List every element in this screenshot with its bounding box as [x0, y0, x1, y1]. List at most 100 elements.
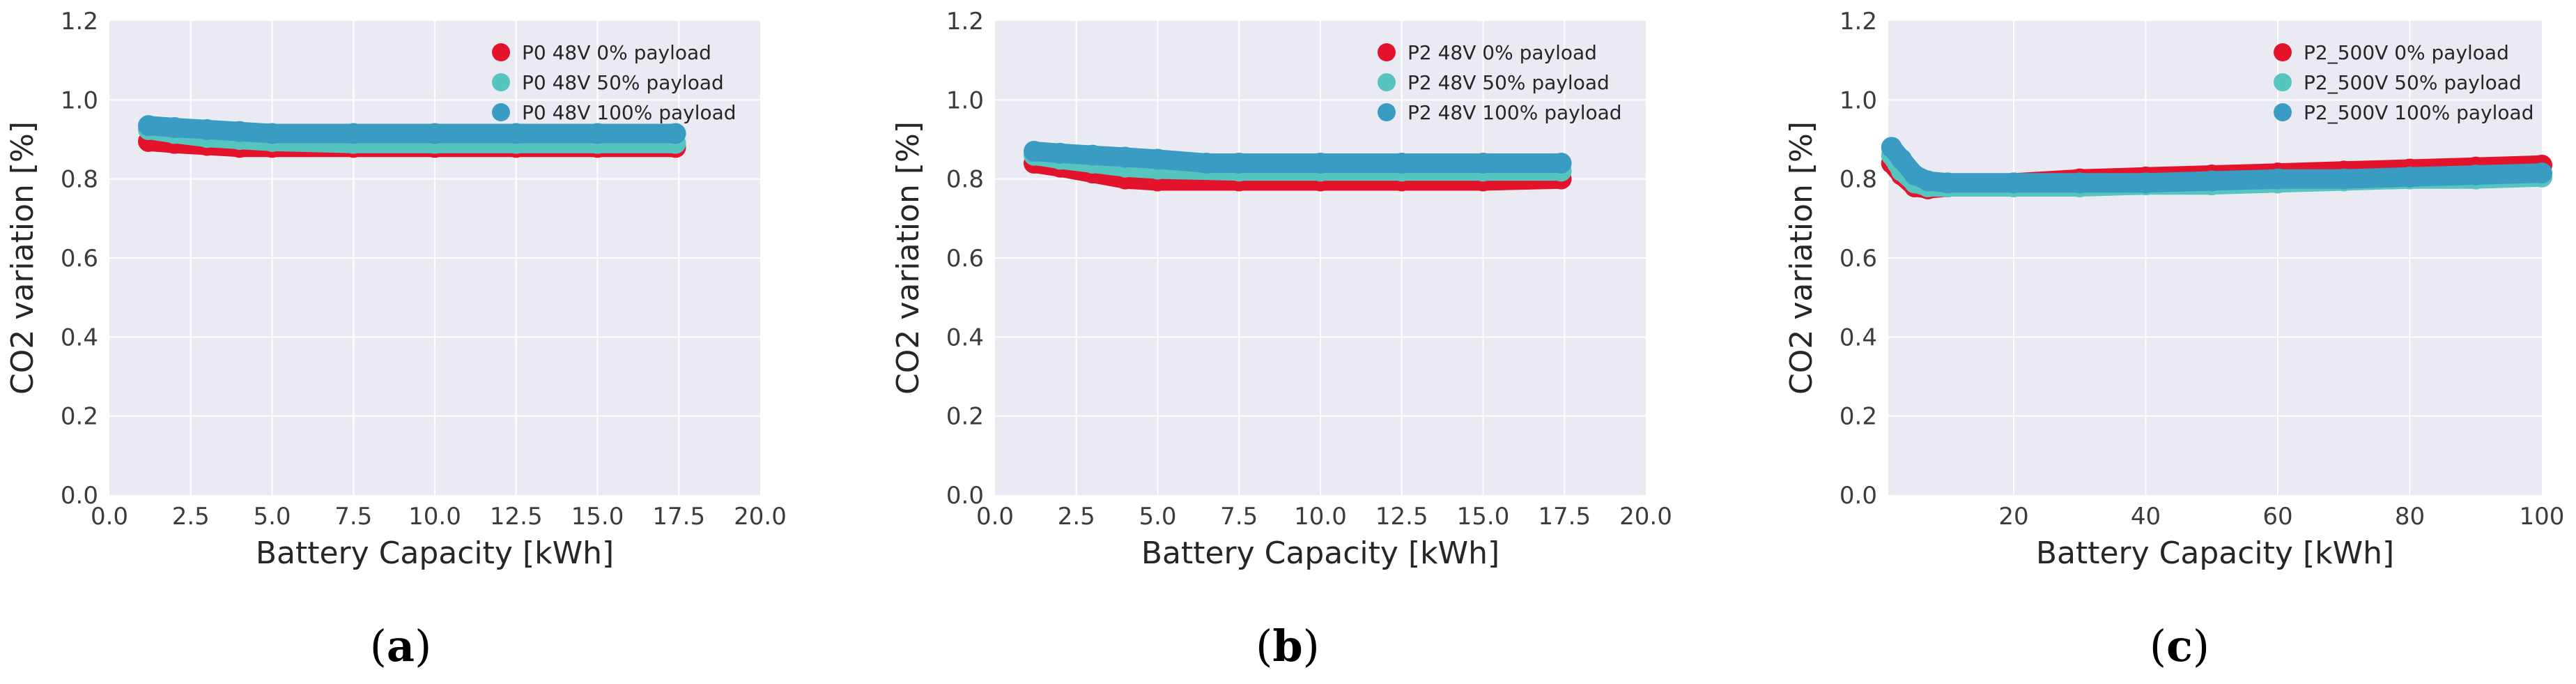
- x-tick-label: 20: [1998, 503, 2028, 531]
- legend-marker: [1378, 43, 1396, 61]
- series-2: [1024, 141, 1572, 174]
- data-point: [2069, 172, 2090, 194]
- y-tick-label: 1.2: [61, 8, 98, 36]
- y-tick-label: 0.6: [1840, 245, 1877, 273]
- chart-panel: 0.0 2.5 5.0 7.5 10.0 12.5 15.0 17.5 20.0 0.0 0.2 0.…: [5, 8, 787, 671]
- data-point: [2333, 168, 2354, 190]
- legend-marker: [1378, 73, 1396, 91]
- x-tick-label: 100: [2520, 503, 2565, 531]
- data-point: [665, 123, 686, 144]
- y-tick-label: 0.8: [946, 166, 984, 194]
- y-tick-label: 0.6: [61, 245, 98, 273]
- x-tick-label: 10.0: [408, 503, 461, 531]
- x-tick-label: 5.0: [1139, 503, 1176, 531]
- panel-label: (a): [370, 621, 432, 671]
- x-tick-label: 7.5: [1220, 503, 1258, 531]
- y-tick-label: 0.8: [1840, 166, 1877, 194]
- x-tick-label: 0.0: [976, 503, 1014, 531]
- x-axis-label: Battery Capacity [kWh]: [1141, 535, 1499, 571]
- chart-panel: 20 40 60 80 100 0.0 0.2 0.4 0.6 0.8 1.0 1.2 P2_500V …: [1784, 8, 2564, 671]
- legend-marker: [2274, 43, 2292, 61]
- y-tick-label: 1.0: [946, 86, 984, 114]
- legend-marker: [2274, 73, 2292, 91]
- data-point: [587, 123, 608, 144]
- y-tick-label: 0.4: [946, 324, 984, 351]
- y-tick-label: 1.0: [1840, 86, 1877, 114]
- data-point: [505, 123, 527, 144]
- data-point: [2135, 172, 2157, 194]
- series-band: [139, 116, 686, 144]
- legend-label: P2_500V 50% payload: [2304, 71, 2522, 94]
- y-tick-label: 0.8: [61, 166, 98, 194]
- y-tick-label: 0.0: [946, 482, 984, 510]
- x-tick-label: 2.5: [1058, 503, 1095, 531]
- legend-label: P0 48V 100% payload: [522, 101, 736, 124]
- legend-label: P2_500V 100% payload: [2304, 101, 2534, 124]
- y-tick-label: 0.0: [61, 482, 98, 510]
- x-tick-label: 10.0: [1294, 503, 1347, 531]
- x-tick-label: 15.0: [1457, 503, 1510, 531]
- y-tick-label: 0.2: [1840, 403, 1877, 431]
- legend-label: P2 48V 100% payload: [1407, 101, 1622, 124]
- x-tick-label: 17.5: [1538, 503, 1591, 531]
- data-point: [1917, 170, 1938, 192]
- y-tick-label: 0.6: [946, 245, 984, 273]
- legend-marker: [492, 103, 510, 121]
- legend-label: P2_500V 0% payload: [2304, 41, 2509, 64]
- y-tick-label: 0.4: [1840, 324, 1877, 351]
- data-point: [1472, 153, 1494, 174]
- data-point: [2201, 170, 2223, 192]
- legend-label: P0 48V 50% payload: [522, 71, 724, 94]
- legend-marker: [492, 73, 510, 91]
- legend-marker: [492, 43, 510, 61]
- data-point: [1049, 142, 1071, 164]
- series-2: [138, 115, 686, 144]
- data-point: [261, 123, 283, 144]
- y-tick-label: 1.0: [61, 86, 98, 114]
- panel-label: (c): [2150, 621, 2209, 671]
- x-tick-label: 40: [2131, 503, 2161, 531]
- x-tick-label: 20.0: [1619, 503, 1672, 531]
- data-point: [1114, 146, 1136, 168]
- data-point: [1550, 153, 1572, 174]
- data-point: [1310, 153, 1331, 174]
- y-tick-label: 1.2: [946, 8, 984, 36]
- x-tick-label: 15.0: [571, 503, 624, 531]
- x-tick-label: 12.5: [490, 503, 543, 531]
- y-tick-label: 0.0: [1840, 482, 1877, 510]
- data-point: [1391, 153, 1412, 174]
- x-tick-label: 20.0: [734, 503, 787, 531]
- y-tick-label: 0.2: [61, 403, 98, 431]
- data-point: [1082, 144, 1104, 166]
- x-axis-label: Battery Capacity [kWh]: [256, 535, 614, 571]
- x-axis-label: Battery Capacity [kWh]: [2036, 535, 2394, 571]
- y-axis-label: CO2 variation [%]: [890, 121, 926, 395]
- legend-marker: [2274, 103, 2292, 121]
- data-point: [138, 115, 160, 137]
- y-tick-label: 0.4: [61, 324, 98, 351]
- legend-label: P2 48V 50% payload: [1407, 71, 1610, 94]
- data-point: [196, 119, 218, 140]
- x-tick-label: 60: [2262, 503, 2292, 531]
- data-point: [164, 117, 185, 138]
- legend-marker: [1378, 103, 1396, 121]
- data-point: [1228, 153, 1250, 174]
- data-point: [1147, 149, 1169, 170]
- y-axis-label: CO2 variation [%]: [1784, 121, 1819, 395]
- data-point: [2003, 172, 2025, 194]
- x-tick-label: 7.5: [334, 503, 372, 531]
- legend-label: P2 48V 0% payload: [1407, 41, 1597, 64]
- data-point: [1196, 153, 1217, 174]
- data-point: [229, 121, 250, 142]
- x-tick-label: 12.5: [1375, 503, 1428, 531]
- x-tick-label: 5.0: [253, 503, 291, 531]
- data-point: [2465, 165, 2487, 185]
- panel-label: (b): [1256, 621, 1320, 671]
- data-point: [2531, 162, 2552, 184]
- x-tick-label: 17.5: [652, 503, 705, 531]
- data-point: [1890, 149, 1912, 170]
- data-point: [2267, 168, 2289, 190]
- x-tick-label: 0.0: [91, 503, 128, 531]
- data-point: [1937, 172, 1959, 194]
